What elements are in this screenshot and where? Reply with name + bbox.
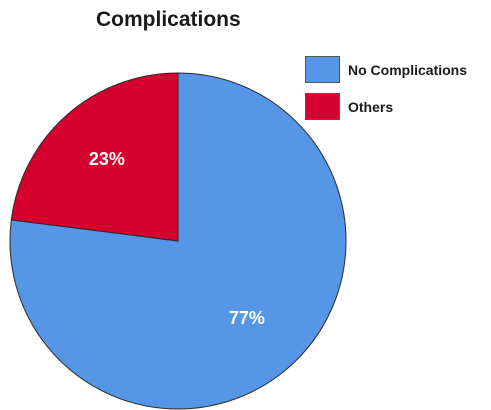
chart-title: Complications [96, 8, 241, 31]
pie-slice-others [10, 72, 179, 242]
legend-label-others: Others [348, 98, 394, 115]
legend-item-no-complications: No Complications [305, 56, 467, 83]
legend-label-no-complications: No Complications [348, 61, 468, 78]
pie-slice-no-complications [9, 72, 347, 410]
slice-label-others: 23% [89, 149, 125, 169]
legend-swatch-others [305, 93, 340, 120]
legend-swatch-no-complications [305, 56, 340, 83]
legend: No Complications Others [305, 56, 467, 130]
slice-label-no-complications: 77% [229, 308, 265, 328]
legend-item-others: Others [305, 93, 467, 120]
